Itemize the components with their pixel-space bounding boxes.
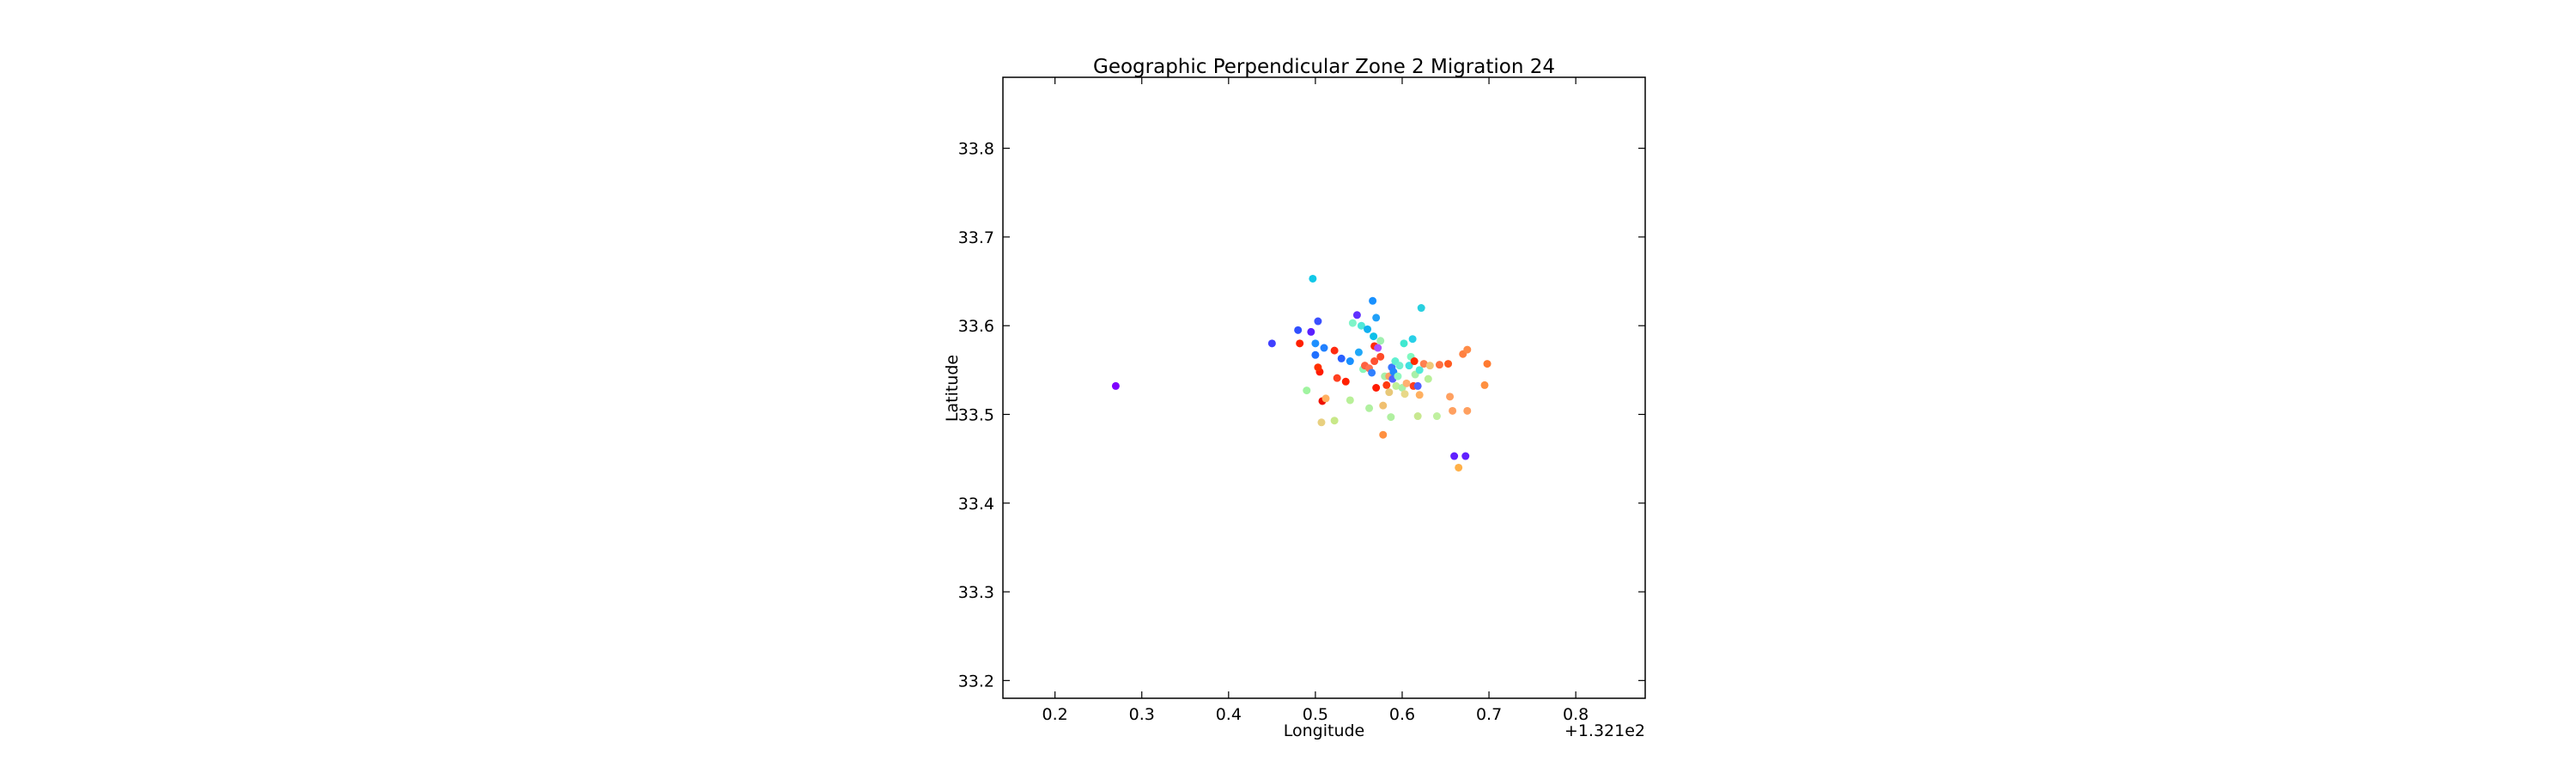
scatter-point bbox=[1455, 463, 1463, 472]
scatter-point bbox=[1450, 452, 1459, 460]
scatter-point bbox=[1364, 325, 1372, 333]
scatter-point bbox=[1435, 361, 1443, 369]
scatter-points bbox=[1111, 274, 1492, 472]
scatter-point bbox=[1376, 352, 1385, 361]
x-axis-ticks: 0.2 0.3 0.4 0.5 0.6 0.7 0.8 bbox=[1042, 77, 1589, 724]
scatter-point bbox=[1419, 360, 1428, 368]
scatter-point bbox=[1425, 362, 1434, 370]
scatter-point bbox=[1424, 374, 1432, 383]
scatter-point bbox=[1372, 313, 1381, 322]
scatter-point bbox=[1320, 344, 1328, 352]
scatter-point bbox=[1303, 386, 1311, 395]
scatter-point bbox=[1413, 381, 1422, 390]
scatter-point bbox=[1385, 388, 1394, 397]
scatter-point bbox=[1321, 394, 1330, 403]
scatter-point bbox=[1395, 362, 1404, 370]
scatter-point bbox=[1111, 381, 1120, 390]
x-tick-label: 0.5 bbox=[1303, 705, 1328, 724]
scatter-point bbox=[1333, 374, 1341, 382]
scatter-point bbox=[1463, 406, 1472, 415]
chart-title: Geographic Perpendicular Zone 2 Migratio… bbox=[1093, 56, 1555, 78]
scatter-point bbox=[1330, 417, 1339, 425]
scatter-point bbox=[1483, 360, 1492, 368]
scatter-point bbox=[1432, 412, 1441, 421]
scatter-point bbox=[1417, 304, 1425, 313]
x-axis-offset-label: +1.321e2 bbox=[1564, 721, 1645, 740]
scatter-point bbox=[1307, 327, 1315, 336]
x-tick-label: 0.3 bbox=[1129, 705, 1155, 724]
scatter-point bbox=[1374, 344, 1382, 352]
scatter-point bbox=[1394, 372, 1402, 380]
scatter-point bbox=[1294, 326, 1303, 334]
scatter-point bbox=[1267, 339, 1276, 348]
scatter-point bbox=[1446, 393, 1455, 401]
scatter-point bbox=[1296, 339, 1304, 348]
scatter-point bbox=[1410, 357, 1419, 366]
scatter-point bbox=[1365, 404, 1374, 412]
scatter-point bbox=[1415, 366, 1424, 374]
scatter-point bbox=[1348, 319, 1357, 327]
scatter-point bbox=[1444, 360, 1453, 368]
scatter-point bbox=[1400, 390, 1409, 399]
scatter-point bbox=[1370, 357, 1379, 366]
y-tick-label: 33.3 bbox=[958, 583, 994, 602]
scatter-point bbox=[1368, 368, 1376, 377]
scatter-point bbox=[1311, 339, 1320, 348]
y-tick-label: 33.6 bbox=[958, 317, 994, 336]
y-axis-label: Latitude bbox=[943, 355, 962, 422]
scatter-point bbox=[1330, 346, 1339, 355]
x-tick-label: 0.8 bbox=[1563, 705, 1589, 724]
scatter-point bbox=[1352, 311, 1361, 320]
y-axis-ticks: 33.2 33.3 33.4 33.5 33.6 33.7 33.8 bbox=[958, 140, 1645, 691]
scatter-point bbox=[1314, 317, 1322, 326]
scatter-point bbox=[1463, 345, 1472, 354]
scatter-point bbox=[1369, 296, 1377, 305]
scatter-point bbox=[1317, 418, 1326, 427]
scatter-point bbox=[1370, 332, 1378, 341]
x-tick-label: 0.6 bbox=[1389, 705, 1415, 724]
scatter-point bbox=[1379, 430, 1388, 439]
plot-area: 0.2 0.3 0.4 0.5 0.6 0.7 0.8 33.233.333.433.533… bbox=[958, 76, 1646, 724]
scatter-point bbox=[1461, 452, 1470, 460]
scatter-point bbox=[1346, 357, 1354, 366]
plot-frame bbox=[1002, 76, 1646, 699]
scatter-point bbox=[1311, 350, 1320, 359]
scatter-point bbox=[1382, 380, 1391, 389]
y-tick-label: 33.2 bbox=[958, 672, 994, 691]
scatter-point bbox=[1372, 384, 1381, 392]
scatter-point bbox=[1480, 380, 1489, 389]
scatter-point bbox=[1376, 337, 1385, 345]
y-tick-label: 33.8 bbox=[958, 140, 994, 159]
scatter-point bbox=[1408, 335, 1417, 344]
scatter-point bbox=[1309, 274, 1317, 283]
scatter-point bbox=[1387, 413, 1395, 422]
scatter-point bbox=[1346, 396, 1354, 405]
x-tick-label: 0.7 bbox=[1476, 705, 1502, 724]
y-tick-label: 33.4 bbox=[958, 495, 994, 514]
scatter-point bbox=[1415, 391, 1424, 399]
x-tick-label: 0.2 bbox=[1042, 705, 1068, 724]
scatter-point bbox=[1314, 363, 1322, 372]
scatter-point bbox=[1392, 381, 1400, 390]
scatter-point bbox=[1379, 401, 1388, 410]
scatter-point bbox=[1341, 377, 1350, 386]
x-tick-label: 0.4 bbox=[1216, 705, 1242, 724]
scatter-point bbox=[1357, 321, 1365, 330]
scatter-point bbox=[1400, 339, 1408, 348]
scatter-point bbox=[1337, 354, 1346, 362]
x-axis-label: Longitude bbox=[1284, 721, 1365, 740]
scatter-point bbox=[1405, 362, 1413, 370]
scatter-point bbox=[1413, 412, 1422, 421]
scatter-point bbox=[1449, 406, 1457, 415]
y-tick-label: 33.7 bbox=[958, 228, 994, 247]
scatter-point bbox=[1402, 379, 1411, 387]
scatter-point bbox=[1354, 348, 1363, 356]
y-tick-label: 33.5 bbox=[958, 405, 994, 424]
